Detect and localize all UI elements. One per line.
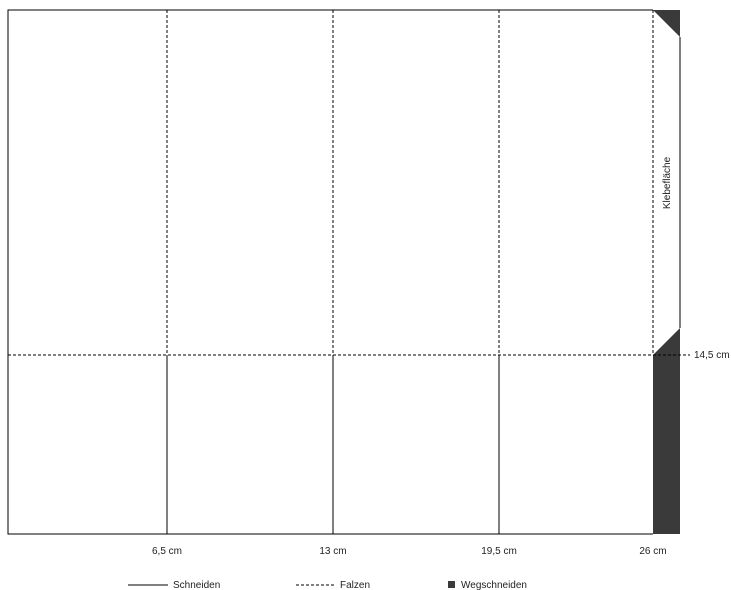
legend: Schneiden Falzen Wegschneiden	[128, 580, 527, 590]
measure-label-x-2: 13 cm	[319, 546, 346, 557]
measure-label-x-3: 19,5 cm	[481, 546, 517, 557]
legend-cut-away-swatch	[448, 581, 455, 588]
glue-area-label: Klebefläche	[662, 156, 673, 209]
measure-label-y: 14,5 cm	[694, 350, 730, 361]
cut-outline	[7, 9, 653, 535]
legend-cut-away-label: Wegschneiden	[461, 580, 527, 590]
cut-away-top-corner	[653, 10, 680, 37]
measure-label-x-4: 26 cm	[639, 546, 666, 557]
measure-label-x-1: 6,5 cm	[152, 546, 182, 557]
cut-away-bottom-strip	[653, 328, 680, 534]
legend-fold-label: Falzen	[340, 580, 370, 590]
legend-cut-label: Schneiden	[173, 580, 220, 590]
